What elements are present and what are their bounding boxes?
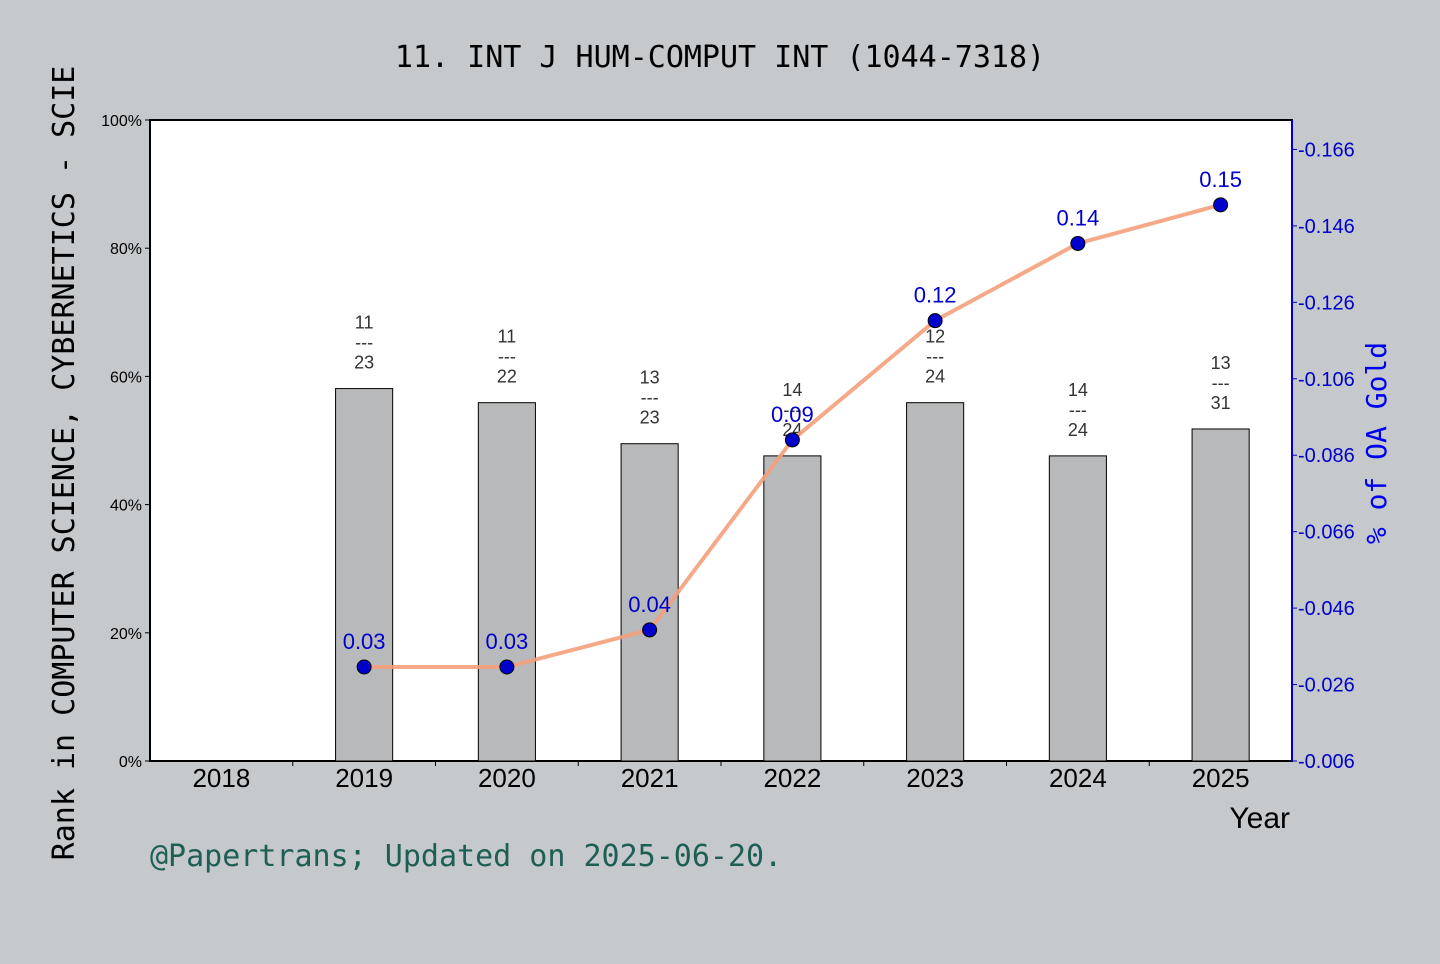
y-tick-label: 0% bbox=[119, 754, 142, 771]
chart-title: 11. INT J HUM-COMPUT INT (1044-7318) bbox=[395, 40, 1045, 75]
oa-gold-data-label: 0.04 bbox=[628, 592, 671, 617]
y2-tick-label: -0.006 bbox=[1298, 751, 1355, 773]
bar-divider: --- bbox=[355, 333, 373, 353]
x-tick-label: 2025 bbox=[1192, 763, 1250, 793]
oa-gold-point bbox=[927, 313, 943, 329]
oa-gold-data-label: 0.12 bbox=[914, 283, 957, 308]
bar-rank-label: 14 bbox=[1068, 380, 1088, 400]
bar-total-label: 23 bbox=[354, 353, 374, 373]
bar-divider: --- bbox=[498, 347, 516, 367]
oa-gold-point bbox=[642, 622, 658, 638]
x-tick-label: 2018 bbox=[192, 763, 250, 793]
y-tick-label: 80% bbox=[110, 241, 142, 258]
oa-gold-point bbox=[1070, 235, 1086, 251]
bar-divider: --- bbox=[1069, 400, 1087, 420]
bar bbox=[763, 455, 822, 762]
oa-gold-data-label: 0.03 bbox=[485, 629, 528, 654]
bar-divider: --- bbox=[783, 400, 801, 420]
y2-axis-label: % of OA Gold bbox=[1360, 342, 1393, 544]
bar-total-label: 31 bbox=[1211, 393, 1231, 413]
x-tick-label: 2021 bbox=[621, 763, 679, 793]
bar bbox=[477, 402, 536, 762]
bar-divider: --- bbox=[1212, 373, 1230, 393]
oa-gold-data-label: 0.14 bbox=[1056, 205, 1099, 230]
y2-tick-label: -0.146 bbox=[1298, 216, 1355, 238]
y-tick-label: 20% bbox=[110, 626, 142, 643]
oa-gold-point bbox=[784, 432, 800, 448]
y2-tick-label: -0.066 bbox=[1298, 522, 1355, 544]
bar-total-label: 24 bbox=[925, 367, 945, 387]
oa-gold-point bbox=[499, 659, 515, 675]
y-tick-label: 40% bbox=[110, 498, 142, 515]
y-tick-label: 100% bbox=[101, 113, 142, 130]
x-tick-label: 2019 bbox=[335, 763, 393, 793]
oa-gold-data-label: 0.09 bbox=[771, 402, 814, 427]
bar bbox=[1191, 428, 1250, 762]
bar-total-label: 22 bbox=[497, 367, 517, 387]
bar bbox=[335, 388, 394, 762]
bar-divider: --- bbox=[926, 347, 944, 367]
oa-gold-data-label: 0.03 bbox=[343, 629, 386, 654]
x-tick-label: 2023 bbox=[906, 763, 964, 793]
oa-gold-point bbox=[1213, 197, 1229, 213]
x-tick-label: 2024 bbox=[1049, 763, 1107, 793]
x-tick-label: 2020 bbox=[478, 763, 536, 793]
updated-note: @Papertrans; Updated on 2025-06-20. bbox=[150, 839, 782, 874]
y-axis-label: Rank in COMPUTER SCIENCE, CYBERNETICS - … bbox=[47, 66, 82, 861]
bar-rank-label: 14 bbox=[782, 380, 802, 400]
bar-rank-label: 13 bbox=[640, 368, 660, 388]
oa-gold-point bbox=[356, 659, 372, 675]
y2-tick-label: -0.106 bbox=[1298, 369, 1355, 391]
bar bbox=[1048, 455, 1107, 762]
bar-divider: --- bbox=[641, 388, 659, 408]
bar-rank-label: 12 bbox=[925, 327, 945, 347]
y2-tick-label: -0.046 bbox=[1298, 598, 1355, 620]
y2-tick-label: -0.086 bbox=[1298, 445, 1355, 467]
bar-rank-label: 13 bbox=[1211, 353, 1231, 373]
bar-rank-label: 11 bbox=[498, 327, 517, 347]
x-tick-label: 2022 bbox=[763, 763, 821, 793]
y2-tick-label: -0.126 bbox=[1298, 292, 1355, 314]
x-axis-label: Year bbox=[1229, 802, 1290, 835]
bar-total-label: 23 bbox=[640, 408, 660, 428]
oa-gold-data-label: 0.15 bbox=[1199, 167, 1242, 192]
y2-tick-label: -0.166 bbox=[1298, 139, 1355, 161]
y2-tick-label: -0.026 bbox=[1298, 675, 1355, 697]
bar-total-label: 24 bbox=[1068, 420, 1088, 440]
y-tick-label: 60% bbox=[110, 369, 142, 386]
bar-rank-label: 11 bbox=[355, 313, 374, 333]
bar bbox=[906, 402, 965, 762]
plot-area bbox=[149, 119, 1293, 762]
